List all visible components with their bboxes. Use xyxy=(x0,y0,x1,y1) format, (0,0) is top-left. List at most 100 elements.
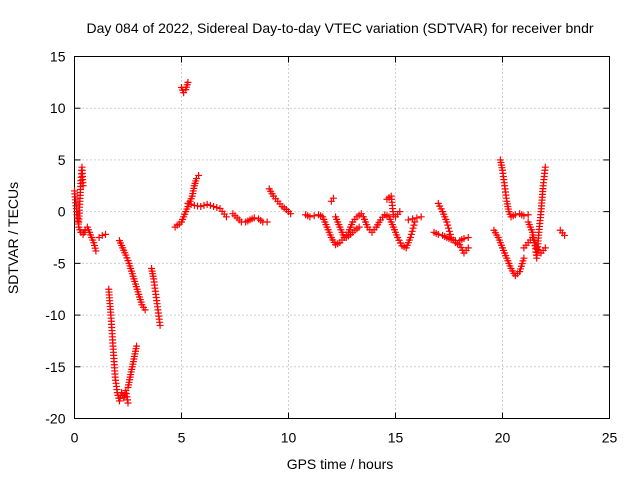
data-point xyxy=(197,202,205,210)
series-s4 xyxy=(95,230,110,241)
data-point xyxy=(98,231,106,239)
x-tick-label: 25 xyxy=(602,430,618,446)
series-s16 xyxy=(342,223,363,241)
data-point xyxy=(200,201,208,209)
data-point xyxy=(213,204,221,212)
series-s9 xyxy=(171,171,203,231)
data-point xyxy=(79,182,87,190)
data-point xyxy=(184,199,192,207)
y-tick-label: 15 xyxy=(50,49,66,65)
data-point xyxy=(203,200,211,208)
data-point xyxy=(413,214,421,222)
y-tick-label: -5 xyxy=(53,255,66,271)
data-point xyxy=(524,211,532,219)
series-s17 xyxy=(327,194,337,205)
data-point xyxy=(206,201,214,209)
data-point xyxy=(561,231,569,239)
series-s6 xyxy=(115,237,149,314)
data-point xyxy=(541,244,549,252)
data-point xyxy=(141,306,149,314)
data-point xyxy=(263,218,271,226)
data-point xyxy=(511,211,519,219)
data-point xyxy=(406,234,414,241)
data-point xyxy=(184,78,192,86)
data-point xyxy=(408,227,416,235)
data-point xyxy=(306,213,314,221)
y-tick-label: 5 xyxy=(58,152,66,168)
series-s10 xyxy=(178,78,192,97)
data-point xyxy=(102,230,110,238)
y-tick-label: -10 xyxy=(45,307,65,323)
series-s14 xyxy=(302,211,348,249)
series-s18 xyxy=(359,211,419,252)
data-point xyxy=(250,214,258,222)
chart-title: Day 084 of 2022, Sidereal Day-to-day VTE… xyxy=(86,20,593,36)
series-s8 xyxy=(148,265,164,329)
x-axis-label: GPS time / hours xyxy=(287,456,394,472)
data-point xyxy=(310,212,318,220)
series-s23 xyxy=(490,226,528,280)
x-tick-label: 10 xyxy=(281,430,297,446)
data-point xyxy=(396,208,404,216)
data-point xyxy=(210,202,218,210)
data-points xyxy=(71,78,569,407)
x-tick-label: 20 xyxy=(495,430,511,446)
data-point xyxy=(124,399,132,407)
y-tick-label: -20 xyxy=(45,411,65,427)
data-point xyxy=(287,210,295,218)
data-point xyxy=(434,230,442,238)
y-tick-labels: -20 -15 -10 -5 0 5 10 15 xyxy=(45,49,65,427)
series-s2 xyxy=(75,163,87,226)
data-point xyxy=(195,171,203,179)
series-s12 xyxy=(229,210,271,226)
series-s3 xyxy=(77,223,100,255)
data-point xyxy=(464,244,472,252)
x-tick-labels: 0 5 10 15 20 25 xyxy=(71,430,618,446)
x-tick-label: 0 xyxy=(71,430,79,446)
data-point xyxy=(417,213,425,221)
y-tick-label: 10 xyxy=(50,100,66,116)
series-s5 xyxy=(105,285,132,407)
series-s22 xyxy=(430,228,472,245)
y-tick-label: -15 xyxy=(45,359,65,375)
data-point xyxy=(409,215,417,223)
data-point xyxy=(445,227,453,235)
data-point xyxy=(443,218,451,226)
data-point xyxy=(464,234,472,241)
data-point xyxy=(444,221,452,229)
data-point xyxy=(133,342,141,350)
data-point xyxy=(446,230,454,238)
series-s24 xyxy=(496,156,532,221)
series-s1 xyxy=(71,187,85,236)
series-s11 xyxy=(184,199,230,221)
y-axis-label: SDTVAR / TECUs xyxy=(5,182,21,294)
data-point xyxy=(447,236,455,244)
data-point xyxy=(460,235,468,243)
data-point xyxy=(409,224,417,232)
data-point xyxy=(222,213,230,221)
y-tick-label: 0 xyxy=(58,204,66,220)
data-point xyxy=(407,230,415,238)
series-s13 xyxy=(265,185,295,218)
data-point xyxy=(187,200,195,208)
series-s26 xyxy=(524,163,549,262)
series-s21 xyxy=(434,199,472,257)
data-point xyxy=(404,216,412,224)
data-point xyxy=(445,224,453,232)
x-tick-label: 5 xyxy=(178,430,186,446)
data-point xyxy=(355,223,363,231)
series-s27 xyxy=(556,226,569,239)
plot-frame xyxy=(74,56,610,419)
data-point xyxy=(156,321,164,329)
series-s20 xyxy=(404,213,425,224)
series-s19 xyxy=(383,192,404,221)
data-point xyxy=(92,247,100,255)
x-tick-label: 15 xyxy=(388,430,404,446)
data-point xyxy=(520,254,528,262)
data-point xyxy=(520,212,528,220)
data-point xyxy=(329,194,337,202)
data-point xyxy=(541,163,549,171)
data-point xyxy=(410,221,418,229)
